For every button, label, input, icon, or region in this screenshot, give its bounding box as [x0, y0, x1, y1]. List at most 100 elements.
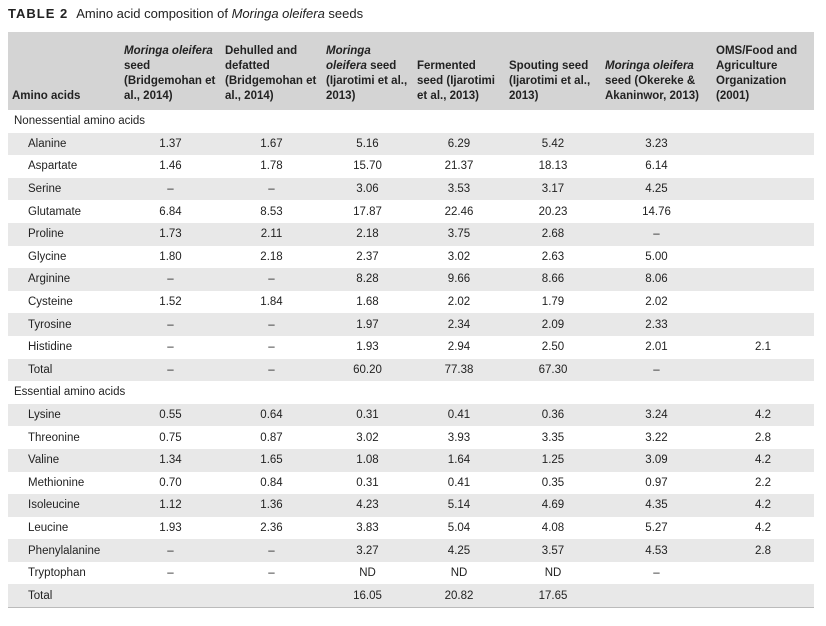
value-cell	[120, 584, 221, 609]
value-cell	[221, 584, 322, 609]
value-cell: 3.17	[505, 177, 601, 201]
value-cell: 1.65	[221, 448, 322, 472]
amino-acid-name: Glutamate	[28, 205, 82, 218]
value-cell: 2.11	[221, 222, 322, 246]
value-cell	[712, 200, 814, 223]
value-cell: 4.35	[601, 494, 712, 517]
value-cell: 2.68	[505, 222, 601, 246]
value-cell: 0.84	[260, 476, 283, 489]
header-col-1-italic: Moringa oleifera	[124, 45, 213, 57]
value-cell: 4.2	[712, 494, 814, 517]
header-col-1: Moringa oleifera seed (Bridgemohan et al…	[120, 32, 221, 110]
value-cell: –	[167, 341, 174, 354]
value-cell: 3.02	[356, 431, 379, 444]
value-cell: 3.09	[601, 448, 712, 472]
value-cell: –	[221, 358, 322, 382]
section-header-row: Essential amino acids	[8, 381, 814, 404]
value-cell: 0.41	[447, 476, 471, 489]
value-cell: 20.23	[538, 205, 568, 218]
value-cell: 1.25	[505, 448, 601, 472]
table-row: Leucine 1.93 2.36 3.83 5.04 4.08 5.27 4.2	[8, 517, 814, 540]
value-cell: 22.46	[444, 205, 474, 218]
table-row: Histidine – – 1.93 2.94 2.50 2.01 2.1	[8, 336, 814, 359]
amino-acid-name: Total	[8, 584, 120, 609]
amino-acid-name: Lysine	[8, 403, 120, 427]
value-cell: 2.1	[755, 341, 771, 354]
value-cell: –	[601, 222, 712, 246]
value-cell: 0.55	[120, 403, 221, 427]
value-cell	[712, 132, 814, 156]
value-cell: 3.83	[356, 521, 379, 534]
value-cell	[712, 177, 814, 201]
header-col-5: Spouting seed (Ijarotimi et al., 2013)	[505, 32, 601, 110]
value-cell: 3.22	[645, 431, 668, 444]
value-cell: –	[120, 358, 221, 382]
value-cell: 5.42	[505, 132, 601, 156]
value-cell: 6.84	[159, 205, 182, 218]
table-row: Cysteine 1.52 1.84 1.68 2.02 1.79 2.02	[8, 291, 814, 314]
value-cell: –	[120, 177, 221, 201]
value-cell: 0.35	[541, 476, 565, 489]
table-row: Lysine 0.55 0.64 0.31 0.41 0.36 3.24 4.2	[8, 403, 814, 427]
value-cell: 0.70	[159, 476, 182, 489]
value-cell: 8.66	[505, 268, 601, 291]
value-cell: 1.78	[260, 160, 283, 173]
value-cell: 1.93	[356, 341, 379, 354]
header-row: Amino acids Moringa oleifera seed (Bridg…	[8, 32, 814, 110]
value-cell: 3.06	[322, 177, 413, 201]
amino-acid-name: Aspartate	[28, 160, 78, 173]
value-cell	[712, 358, 814, 382]
value-cell: 2.18	[322, 222, 413, 246]
value-cell: –	[120, 539, 221, 562]
amino-acid-name: Total	[8, 358, 120, 382]
value-cell: 0.31	[322, 403, 413, 427]
section-title: Essential amino acids	[8, 381, 814, 404]
value-cell: 16.05	[322, 584, 413, 609]
caption-text-pre: Amino acid composition of	[76, 6, 232, 21]
header-col-7: OMS/Food and Agriculture Organization (2…	[712, 32, 814, 110]
value-cell: –	[268, 341, 275, 354]
value-cell: ND	[544, 567, 562, 580]
amino-acid-name: Histidine	[28, 341, 73, 354]
value-cell: 1.67	[221, 132, 322, 156]
value-cell: 9.66	[413, 268, 505, 291]
value-cell: 0.97	[645, 476, 668, 489]
value-cell: 1.37	[120, 132, 221, 156]
table-row: Serine – –3.06 3.53 3.17 4.25	[8, 177, 814, 201]
table-row: Valine 1.34 1.65 1.08 1.64 1.25 3.09 4.2	[8, 448, 814, 472]
value-cell: 2.33	[601, 313, 712, 336]
value-cell: –	[653, 567, 660, 580]
value-cell: 3.24	[601, 403, 712, 427]
value-cell	[601, 584, 712, 609]
value-cell	[712, 222, 814, 246]
value-cell: ND	[359, 567, 376, 580]
value-cell	[712, 562, 814, 585]
amino-acid-table: Amino acids Moringa oleifera seed (Bridg…	[8, 32, 814, 609]
value-cell: 2.02	[447, 296, 471, 309]
value-cell: 4.2	[755, 521, 771, 534]
table-row: Tyrosine – –1.97 2.34 2.09 2.33	[8, 313, 814, 336]
table-row: Proline 1.73 2.11 2.18 3.75 2.68–	[8, 222, 814, 246]
value-cell	[712, 246, 814, 269]
value-cell: 1.12	[120, 494, 221, 517]
table-row: Glycine 1.80 2.18 2.37 3.02 2.63 5.00	[8, 246, 814, 269]
value-cell: ND	[450, 567, 468, 580]
value-cell: 60.20	[322, 358, 413, 382]
value-cell: 8.53	[260, 205, 283, 218]
value-cell: 5.04	[447, 521, 471, 534]
value-cell: 1.52	[159, 296, 182, 309]
value-cell	[712, 313, 814, 336]
value-cell: 2.8	[712, 539, 814, 562]
value-cell: 21.37	[444, 160, 474, 173]
value-cell: –	[221, 539, 322, 562]
amino-acid-name: Cysteine	[28, 296, 73, 309]
value-cell: –	[221, 268, 322, 291]
header-col-4: Fermented seed (Ijarotimi et al., 2013)	[413, 32, 505, 110]
value-cell: 4.69	[505, 494, 601, 517]
amino-acid-name: Tryptophan	[28, 567, 86, 580]
value-cell: 3.02	[447, 250, 471, 263]
amino-acid-name: Threonine	[28, 431, 80, 444]
value-cell: 4.25	[413, 539, 505, 562]
value-cell: 4.23	[322, 494, 413, 517]
value-cell: 1.73	[120, 222, 221, 246]
